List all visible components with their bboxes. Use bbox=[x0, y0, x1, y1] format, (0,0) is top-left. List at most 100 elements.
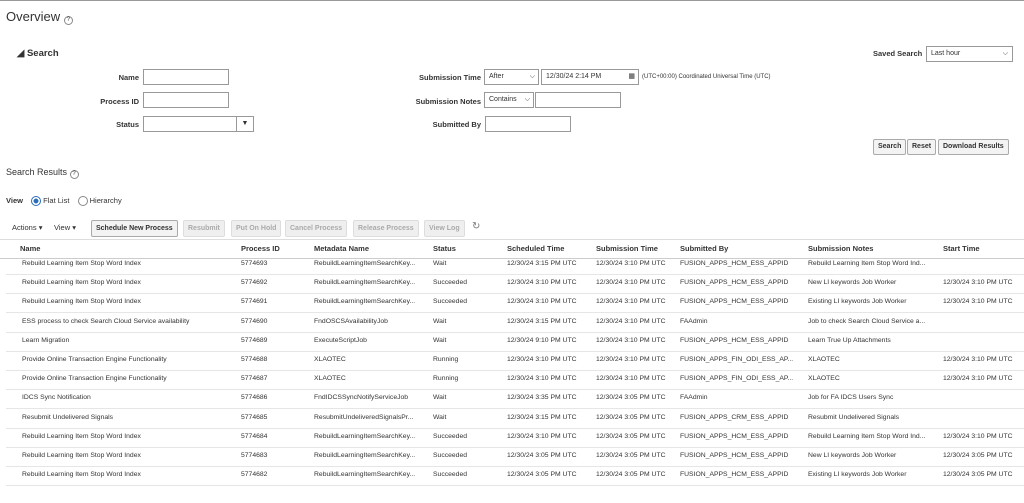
date-value: 12/30/24 2:14 PM bbox=[546, 73, 602, 80]
table-cell: FUSION_APPS_HCM_ESS_APPID bbox=[680, 298, 789, 306]
table-row[interactable] bbox=[6, 447, 1024, 467]
table-cell: ExecuteScriptJob bbox=[314, 336, 367, 344]
table-cell: Running bbox=[433, 356, 459, 363]
column-header[interactable]: Process ID bbox=[241, 244, 280, 253]
table-cell: FUSION_APPS_HCM_ESS_APPID bbox=[680, 432, 789, 440]
table-cell: Succeeded bbox=[433, 432, 468, 440]
table-cell: FndIDCSSyncNotifyServiceJob bbox=[314, 394, 409, 402]
toolbar-button[interactable]: Resubmit bbox=[183, 220, 225, 237]
table-row[interactable] bbox=[6, 466, 1024, 487]
column-header[interactable]: Start Time bbox=[943, 244, 980, 253]
table-cell: Job to check Search Cloud Service a... bbox=[808, 317, 926, 325]
process-id-input[interactable] bbox=[143, 92, 229, 108]
table-cell: FUSION_APPS_FIN_ODI_ESS_AP... bbox=[680, 375, 794, 383]
search-button[interactable]: Reset bbox=[907, 139, 937, 155]
notes-input[interactable] bbox=[535, 92, 621, 108]
table-cell: Succeeded bbox=[433, 452, 468, 459]
table-row[interactable] bbox=[6, 351, 1024, 371]
table-cell: 5774683 bbox=[241, 452, 268, 459]
table-cell: Wait bbox=[433, 413, 447, 421]
table-cell: Provide Online Transaction Engine Functi… bbox=[22, 356, 167, 363]
timezone-text: (UTC+00:00) Coordinated Universal Time (… bbox=[642, 74, 771, 80]
table-cell: 12/30/24 3:10 PM UTC bbox=[596, 336, 666, 344]
table-cell: 12/30/24 3:10 PM UTC bbox=[507, 375, 577, 383]
table-cell: XLAOTEC bbox=[808, 356, 840, 363]
table-cell: Provide Online Transaction Engine Functi… bbox=[22, 375, 167, 383]
table-cell: RebuildLearningItemSearchKey... bbox=[314, 452, 416, 459]
help-icon[interactable]: ? bbox=[69, 170, 79, 179]
column-header[interactable]: Status bbox=[433, 244, 456, 253]
menu[interactable]: View ▾ bbox=[54, 223, 76, 232]
help-icon[interactable]: ? bbox=[63, 16, 73, 25]
table-cell: Rebuild Learning Item Stop Word Index bbox=[22, 471, 141, 479]
menu[interactable]: Actions ▾ bbox=[12, 223, 43, 232]
table-cell: 12/30/24 3:10 PM UTC bbox=[943, 356, 1013, 363]
table-cell: 12/30/24 3:10 PM UTC bbox=[507, 432, 577, 440]
refresh-icon[interactable]: ↻ bbox=[472, 221, 481, 232]
radio[interactable] bbox=[31, 196, 42, 207]
table-row[interactable] bbox=[6, 274, 1024, 295]
table-cell: Succeeded bbox=[433, 279, 468, 287]
operator-select[interactable]: Contains ⌵ bbox=[484, 92, 534, 108]
field-label: Submission Notes bbox=[415, 97, 481, 106]
submitted-by-input[interactable] bbox=[485, 116, 571, 132]
name-input[interactable] bbox=[143, 69, 229, 85]
table-cell: 12/30/24 3:05 PM UTC bbox=[596, 394, 666, 402]
table-cell: IDCS Sync Notification bbox=[22, 394, 91, 402]
table-cell: 5774691 bbox=[241, 298, 268, 306]
table-row[interactable] bbox=[6, 293, 1024, 314]
table-cell: 5774682 bbox=[241, 471, 268, 479]
table-cell: 5774693 bbox=[241, 260, 268, 267]
table-cell: Existing LI keywords Job Worker bbox=[808, 298, 907, 306]
field-label: Submitted By bbox=[432, 120, 481, 129]
table-cell: 12/30/24 3:10 PM UTC bbox=[596, 260, 666, 267]
column-header[interactable]: Name bbox=[20, 244, 41, 253]
toolbar-button[interactable]: Cancel Process bbox=[285, 220, 348, 237]
table-cell: 5774692 bbox=[241, 279, 268, 287]
table-row[interactable] bbox=[6, 255, 1024, 275]
table-row[interactable] bbox=[6, 332, 1024, 352]
table-cell: FndOSCSAvailabilityJob bbox=[314, 317, 388, 325]
search-button[interactable]: Search bbox=[873, 139, 907, 155]
column-header[interactable]: Metadata Name bbox=[314, 244, 370, 253]
table-cell: 5774689 bbox=[241, 336, 268, 344]
table-cell: Job for FA IDCS Users Sync bbox=[808, 394, 894, 402]
table-cell: 12/30/24 3:35 PM UTC bbox=[507, 394, 577, 402]
table-row[interactable] bbox=[6, 428, 1024, 448]
table-cell: Succeeded bbox=[433, 298, 468, 306]
table-cell: 12/30/24 3:10 PM UTC bbox=[596, 375, 666, 383]
table-cell: 12/30/24 3:05 PM UTC bbox=[943, 471, 1013, 479]
operator-select[interactable]: After ⌵ bbox=[484, 69, 539, 85]
table-row[interactable] bbox=[6, 370, 1024, 391]
toolbar-button[interactable]: Put On Hold bbox=[231, 220, 282, 237]
table-row[interactable] bbox=[6, 313, 1024, 333]
search-title: Search bbox=[26, 48, 59, 59]
search-button[interactable]: Download Results bbox=[938, 139, 1009, 155]
date-input[interactable]: 12/30/24 2:14 PM ▦ bbox=[541, 69, 639, 85]
table-cell: RebuildLearningItemSearchKey... bbox=[314, 260, 416, 267]
field-label: Name bbox=[118, 73, 139, 82]
toolbar-button[interactable]: Schedule New Process bbox=[91, 220, 178, 237]
table-cell: 12/30/24 3:10 PM UTC bbox=[596, 317, 666, 325]
column-header[interactable]: Submitted By bbox=[680, 244, 729, 253]
table-cell: 12/30/24 9:10 PM UTC bbox=[507, 336, 577, 344]
table-cell: FAAdmin bbox=[680, 394, 708, 402]
column-header[interactable]: Scheduled Time bbox=[507, 244, 565, 253]
column-header[interactable]: Submission Notes bbox=[808, 244, 874, 253]
table-row[interactable] bbox=[6, 389, 1024, 410]
table-cell: 12/30/24 3:10 PM UTC bbox=[596, 279, 666, 287]
saved-search-select[interactable]: Last hour ⌵ bbox=[926, 46, 1013, 62]
column-header[interactable]: Submission Time bbox=[596, 244, 658, 253]
page-title: Overview ? bbox=[6, 9, 73, 25]
toolbar-button[interactable]: Release Process bbox=[353, 220, 419, 237]
table-cell: FUSION_APPS_HCM_ESS_APPID bbox=[680, 260, 789, 267]
search-header[interactable]: ◢ Search bbox=[17, 48, 59, 59]
field-label: Process ID bbox=[100, 97, 139, 106]
table-cell: 12/30/24 3:10 PM UTC bbox=[943, 279, 1013, 287]
table-row[interactable] bbox=[6, 409, 1024, 429]
operator-value: After bbox=[489, 73, 504, 80]
toolbar-button[interactable]: View Log bbox=[424, 220, 465, 237]
status-select[interactable]: ▼ bbox=[143, 116, 254, 132]
radio[interactable] bbox=[77, 196, 88, 207]
